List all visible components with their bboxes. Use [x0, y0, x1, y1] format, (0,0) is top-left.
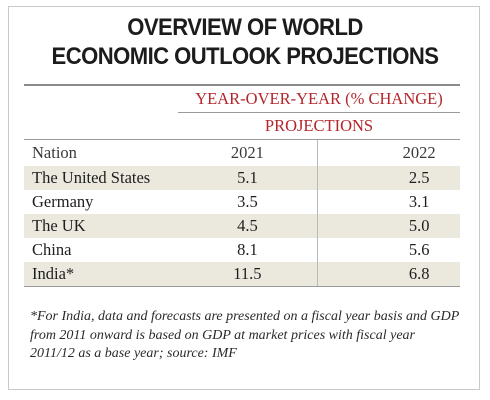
- title-line-1: OVERVIEW OF WORLD: [127, 14, 363, 41]
- footnote: *For India, data and forecasts are prese…: [30, 309, 460, 361]
- column-header-2021: 2021: [178, 140, 319, 166]
- nation-cell: The UK: [32, 216, 86, 235]
- value-2021-cell: 3.5: [178, 190, 319, 214]
- title-block: OVERVIEW OF WORLD ECONOMIC OUTLOOK PROJE…: [9, 13, 481, 71]
- value-2022-cell: 5.0: [408, 216, 430, 235]
- value-2021-cell: 5.1: [178, 166, 319, 190]
- table-row: The United States 5.1 2.5: [24, 166, 460, 190]
- table-row: The UK 4.5 5.0: [24, 214, 460, 238]
- column-header-row: Nation 2021 2022: [24, 140, 460, 166]
- nation-cell: India*: [32, 264, 75, 283]
- nation-cell: Germany: [32, 192, 94, 211]
- value-2022-cell: 6.8: [408, 264, 430, 283]
- sub-header: PROJECTIONS: [264, 116, 374, 135]
- group-header: YEAR-OVER-YEAR (% CHANGE): [195, 89, 443, 108]
- table-row: India* 11.5 6.8: [24, 262, 460, 286]
- value-2022-cell: 5.6: [408, 240, 430, 259]
- top-rule: [24, 84, 460, 86]
- column-header-nation: Nation: [32, 143, 77, 162]
- nation-cell: China: [32, 240, 72, 259]
- table-row: China 8.1 5.6: [24, 238, 460, 262]
- value-2021-cell: 4.5: [178, 214, 319, 238]
- value-2021-cell: 11.5: [178, 262, 319, 286]
- value-2021-cell: 8.1: [178, 238, 319, 262]
- bottom-rule: [24, 286, 460, 287]
- header-rule: [24, 139, 460, 140]
- group-rule: [178, 112, 460, 113]
- table-row: Germany 3.5 3.1: [24, 190, 460, 214]
- title-line-2: ECONOMIC OUTLOOK PROJECTIONS: [51, 43, 439, 70]
- column-header-2022: 2022: [402, 143, 436, 162]
- nation-cell: The United States: [32, 168, 151, 187]
- value-2022-cell: 3.1: [408, 192, 430, 211]
- projections-table: YEAR-OVER-YEAR (% CHANGE) PROJECTIONS Na…: [24, 84, 460, 287]
- infographic-frame: OVERVIEW OF WORLD ECONOMIC OUTLOOK PROJE…: [8, 6, 480, 390]
- value-2022-cell: 2.5: [408, 168, 430, 187]
